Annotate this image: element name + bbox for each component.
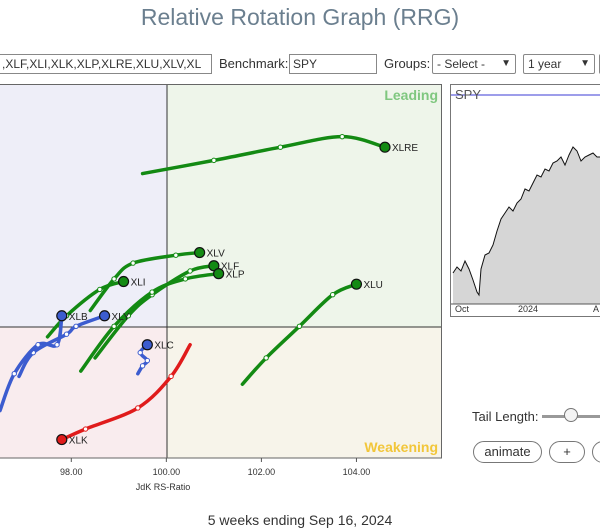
groups-select-value: - Select -: [437, 57, 486, 71]
tail-point-xlp: [182, 276, 189, 282]
head-point-xlre[interactable]: [379, 141, 391, 153]
benchmark-label: Benchmark:: [219, 56, 289, 71]
tail-point-xlk: [135, 405, 141, 411]
x-tick-label: 104.00: [343, 467, 371, 477]
head-point-xly[interactable]: [98, 310, 111, 322]
tail-point-xlv: [111, 276, 117, 282]
quadrant-weakening: [167, 327, 442, 458]
series-label-xlv: XLV: [207, 249, 225, 260]
date-range-footer: 5 weeks ending Sep 16, 2024: [207, 512, 393, 528]
benchmark-input[interactable]: SPY: [289, 54, 377, 74]
tail-point-xlre: [211, 157, 217, 164]
x-tick-label: 100.00: [153, 467, 181, 477]
tail-point-xlc: [139, 363, 146, 369]
page-title: Relative Rotation Graph (RRG): [140, 4, 460, 30]
series-label-xlc: XLC: [154, 341, 173, 352]
groups-label: Groups:: [384, 56, 431, 71]
x-tick-label: 102.00: [248, 467, 276, 477]
quadrant-label-weakening: Weakening: [364, 439, 438, 455]
tail-point-xlc: [137, 349, 143, 356]
x-axis-label: JdK RS-Ratio: [136, 482, 191, 492]
head-point-xli[interactable]: [117, 275, 130, 288]
quadrant-leading: [167, 84, 442, 327]
head-point-xlv[interactable]: [194, 246, 206, 259]
chevron-down-icon: ▼: [501, 58, 511, 69]
tail-point-xlre: [339, 133, 345, 140]
spy-mini-chart: SPY Oct 2024 A: [450, 84, 600, 317]
tail-point-xlc: [144, 357, 151, 364]
series-label-xlre: XLRE: [392, 143, 418, 154]
x-tick-label: 98.00: [60, 467, 83, 477]
tail-point-xlb: [35, 342, 41, 348]
tail-point-xlb: [54, 342, 60, 348]
mini-tick-oct: Oct: [455, 304, 470, 314]
tail-point-xlf: [187, 268, 193, 274]
period-select-value: 1 year: [528, 57, 562, 71]
tail-point-xly: [63, 331, 70, 337]
head-point-xlb[interactable]: [56, 310, 68, 322]
tail-xli: [45, 279, 126, 339]
rrg-chart: Leading Weakening 98.00 100.00 102.00 104.0…: [0, 84, 442, 492]
animate-button[interactable]: animate: [473, 441, 542, 463]
head-point-xlk[interactable]: [56, 433, 68, 446]
series-label-xlb: XLB: [69, 312, 88, 323]
tail-point-xlre: [277, 144, 284, 150]
series-label-xlk: XLK: [69, 436, 88, 447]
tail-point-xlu: [329, 292, 336, 298]
plot-frame: [0, 84, 442, 459]
mini-symbol: SPY: [455, 87, 482, 102]
tail-point-xlp: [149, 289, 155, 295]
period-select[interactable]: 1 year ▼: [523, 54, 595, 74]
series-label-xlu: XLU: [363, 280, 382, 291]
tail-point-xlk: [82, 426, 89, 432]
head-point-xlp[interactable]: [213, 268, 225, 280]
extra-button[interactable]: [592, 441, 600, 463]
head-point-xlu[interactable]: [350, 278, 363, 290]
tail-point-xlu: [296, 323, 303, 330]
tail-point-xlu: [263, 355, 269, 361]
tail-point-xlb: [11, 371, 17, 377]
series-label-xlf: XLF: [221, 262, 239, 273]
tail-length-handle[interactable]: [564, 408, 578, 422]
mini-tick-a: A: [593, 304, 600, 314]
head-point-xlc[interactable]: [141, 339, 153, 351]
tail-point-xlp: [111, 323, 117, 330]
symbols-input[interactable]: ,XLF,XLI,XLK,XLP,XLRE,XLU,XLV,XL: [0, 54, 212, 74]
spy-price-area: [453, 147, 600, 304]
quadrant-lagging: [0, 327, 167, 458]
quadrant-improving: [0, 84, 167, 327]
series-label-xly: XLY: [112, 312, 130, 323]
tail-point-xlv: [130, 260, 136, 266]
tail-point-xlk: [168, 373, 174, 380]
tail-point-xlv: [173, 252, 179, 258]
series-label-xlp: XLP: [226, 270, 245, 281]
spy-price-line: [452, 146, 600, 297]
tail-point-xli: [97, 286, 103, 293]
series-label-xli: XLI: [131, 278, 146, 289]
tail-length-label: Tail Length:: [472, 409, 539, 424]
quadrant-label-leading: Leading: [384, 87, 438, 103]
mini-tick-2024: 2024: [518, 304, 539, 314]
tail-point-xly: [73, 323, 79, 330]
groups-select[interactable]: - Select - ▼: [432, 54, 516, 74]
chevron-down-icon: ▼: [580, 58, 590, 69]
step-forward-button[interactable]: +: [549, 441, 585, 463]
